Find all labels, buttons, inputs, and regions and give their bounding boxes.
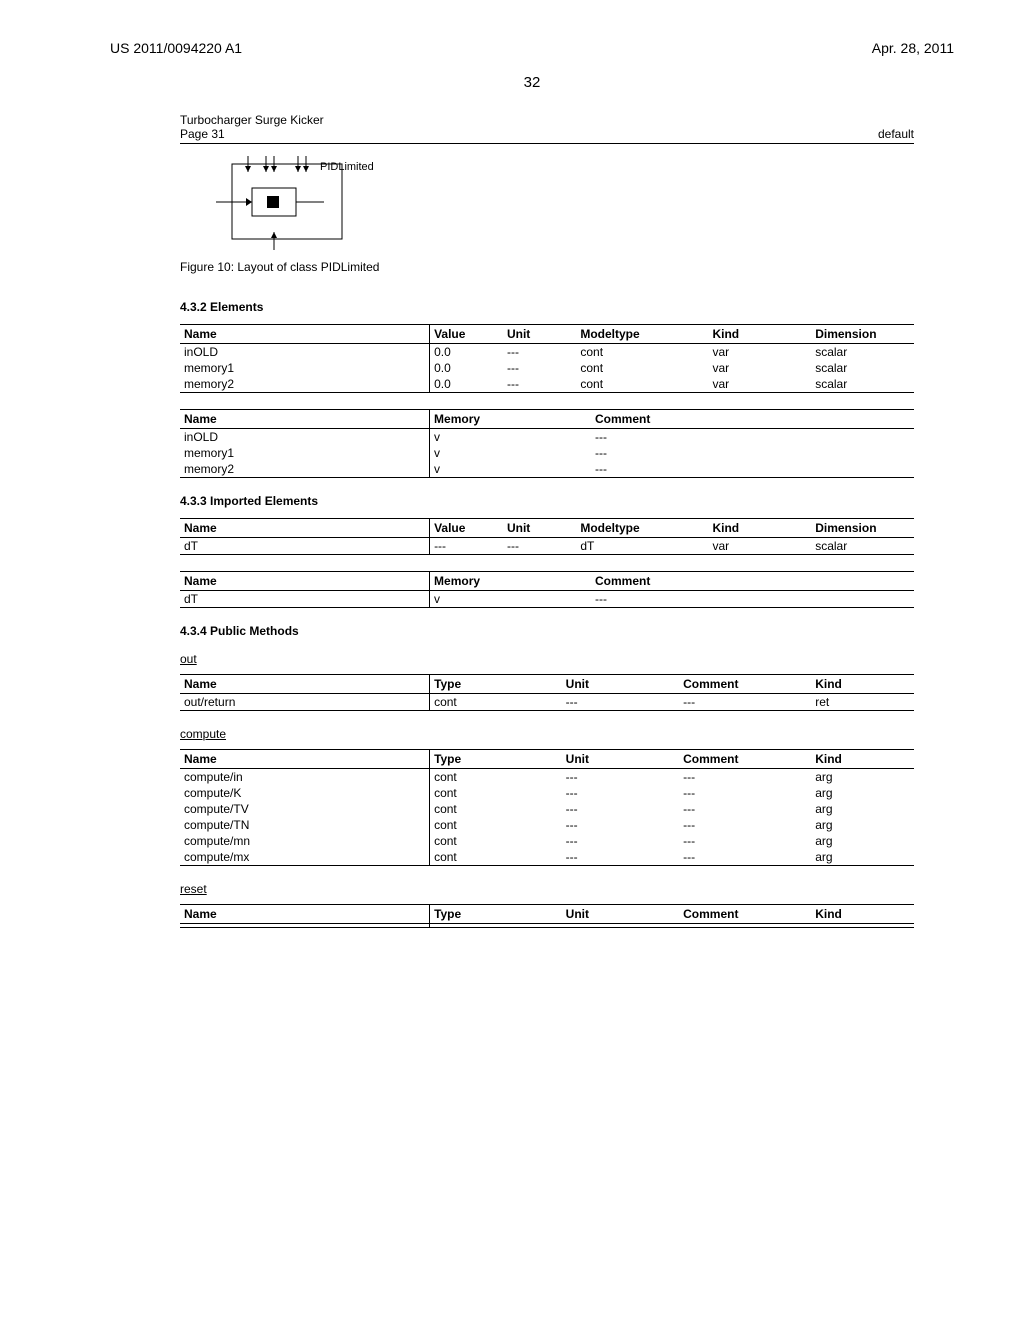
- section-433-title: 4.3.3 Imported Elements: [180, 494, 914, 508]
- imported-elements-table: Name Value Unit Modeltype Kind Dimension…: [180, 518, 914, 555]
- th-modeltype: Modeltype: [576, 325, 708, 344]
- th-value: Value: [430, 325, 503, 344]
- diagram-label: PIDLimited: [320, 161, 374, 173]
- table-row: dT --- --- dT var scalar: [180, 538, 914, 555]
- th-name: Name: [180, 750, 430, 769]
- th-comment: Comment: [591, 410, 914, 429]
- th-comment: Comment: [591, 572, 914, 591]
- imported-memory-table: Name Memory Comment dT v ---: [180, 571, 914, 608]
- th-kind: Kind: [708, 325, 811, 344]
- th-unit: Unit: [562, 750, 679, 769]
- doc-title-left: Turbocharger Surge Kicker Page 31: [180, 113, 324, 141]
- th-memory: Memory: [430, 410, 591, 429]
- th-type: Type: [430, 750, 562, 769]
- elements-memory-table: Name Memory Comment inOLD v --- memory1 …: [180, 409, 914, 478]
- table-row: compute/K cont --- --- arg: [180, 785, 914, 801]
- th-name: Name: [180, 519, 430, 538]
- th-unit: Unit: [562, 905, 679, 924]
- reset-table: Name Type Unit Comment Kind: [180, 904, 914, 928]
- th-name: Name: [180, 675, 430, 694]
- doc-title-right: default: [878, 127, 914, 141]
- table-row: memory2 0.0 --- cont var scalar: [180, 376, 914, 393]
- th-unit: Unit: [503, 325, 576, 344]
- figure-caption: Figure 10: Layout of class PIDLimited: [180, 260, 914, 274]
- table-row: inOLD v ---: [180, 429, 914, 446]
- table-row: out/return cont --- --- ret: [180, 694, 914, 711]
- patent-header: US 2011/0094220 A1 Apr. 28, 2011: [110, 40, 954, 56]
- th-value: Value: [430, 519, 503, 538]
- th-name: Name: [180, 325, 430, 344]
- section-434-title: 4.3.4 Public Methods: [180, 624, 914, 638]
- table-row: compute/mx cont --- --- arg: [180, 849, 914, 866]
- th-dimension: Dimension: [811, 325, 914, 344]
- elements-table: Name Value Unit Modeltype Kind Dimension…: [180, 324, 914, 393]
- out-table: Name Type Unit Comment Kind out/return c…: [180, 674, 914, 711]
- th-unit: Unit: [562, 675, 679, 694]
- th-name: Name: [180, 410, 430, 429]
- doc-page: Page 31: [180, 127, 324, 141]
- table-row: compute/mn cont --- --- arg: [180, 833, 914, 849]
- method-reset-title: reset: [180, 882, 914, 896]
- doc-title-bar: Turbocharger Surge Kicker Page 31 defaul…: [180, 113, 914, 144]
- table-row: memory1 0.0 --- cont var scalar: [180, 360, 914, 376]
- method-compute-title: compute: [180, 727, 914, 741]
- doc-title: Turbocharger Surge Kicker: [180, 113, 324, 127]
- table-row: inOLD 0.0 --- cont var scalar: [180, 344, 914, 361]
- publication-date: Apr. 28, 2011: [872, 40, 954, 56]
- th-type: Type: [430, 905, 562, 924]
- th-dimension: Dimension: [811, 519, 914, 538]
- table-row: compute/in cont --- --- arg: [180, 769, 914, 786]
- th-kind: Kind: [811, 905, 914, 924]
- th-kind: Kind: [811, 675, 914, 694]
- th-kind: Kind: [811, 750, 914, 769]
- table-row: compute/TN cont --- --- arg: [180, 817, 914, 833]
- section-432-title: 4.3.2 Elements: [180, 300, 914, 314]
- page-number: 32: [110, 74, 954, 91]
- th-unit: Unit: [503, 519, 576, 538]
- publication-number: US 2011/0094220 A1: [110, 40, 242, 56]
- table-row: memory2 v ---: [180, 461, 914, 478]
- th-comment: Comment: [679, 905, 811, 924]
- th-comment: Comment: [679, 750, 811, 769]
- table-row: memory1 v ---: [180, 445, 914, 461]
- th-name: Name: [180, 572, 430, 591]
- th-type: Type: [430, 675, 562, 694]
- th-name: Name: [180, 905, 430, 924]
- th-kind: Kind: [708, 519, 811, 538]
- th-modeltype: Modeltype: [576, 519, 708, 538]
- pidlimited-diagram: PIDLimited: [204, 154, 914, 254]
- table-row: [180, 924, 914, 928]
- table-row: compute/TV cont --- --- arg: [180, 801, 914, 817]
- compute-table: Name Type Unit Comment Kind compute/in c…: [180, 749, 914, 866]
- method-out-title: out: [180, 652, 914, 666]
- th-comment: Comment: [679, 675, 811, 694]
- table-row: dT v ---: [180, 591, 914, 608]
- th-memory: Memory: [430, 572, 591, 591]
